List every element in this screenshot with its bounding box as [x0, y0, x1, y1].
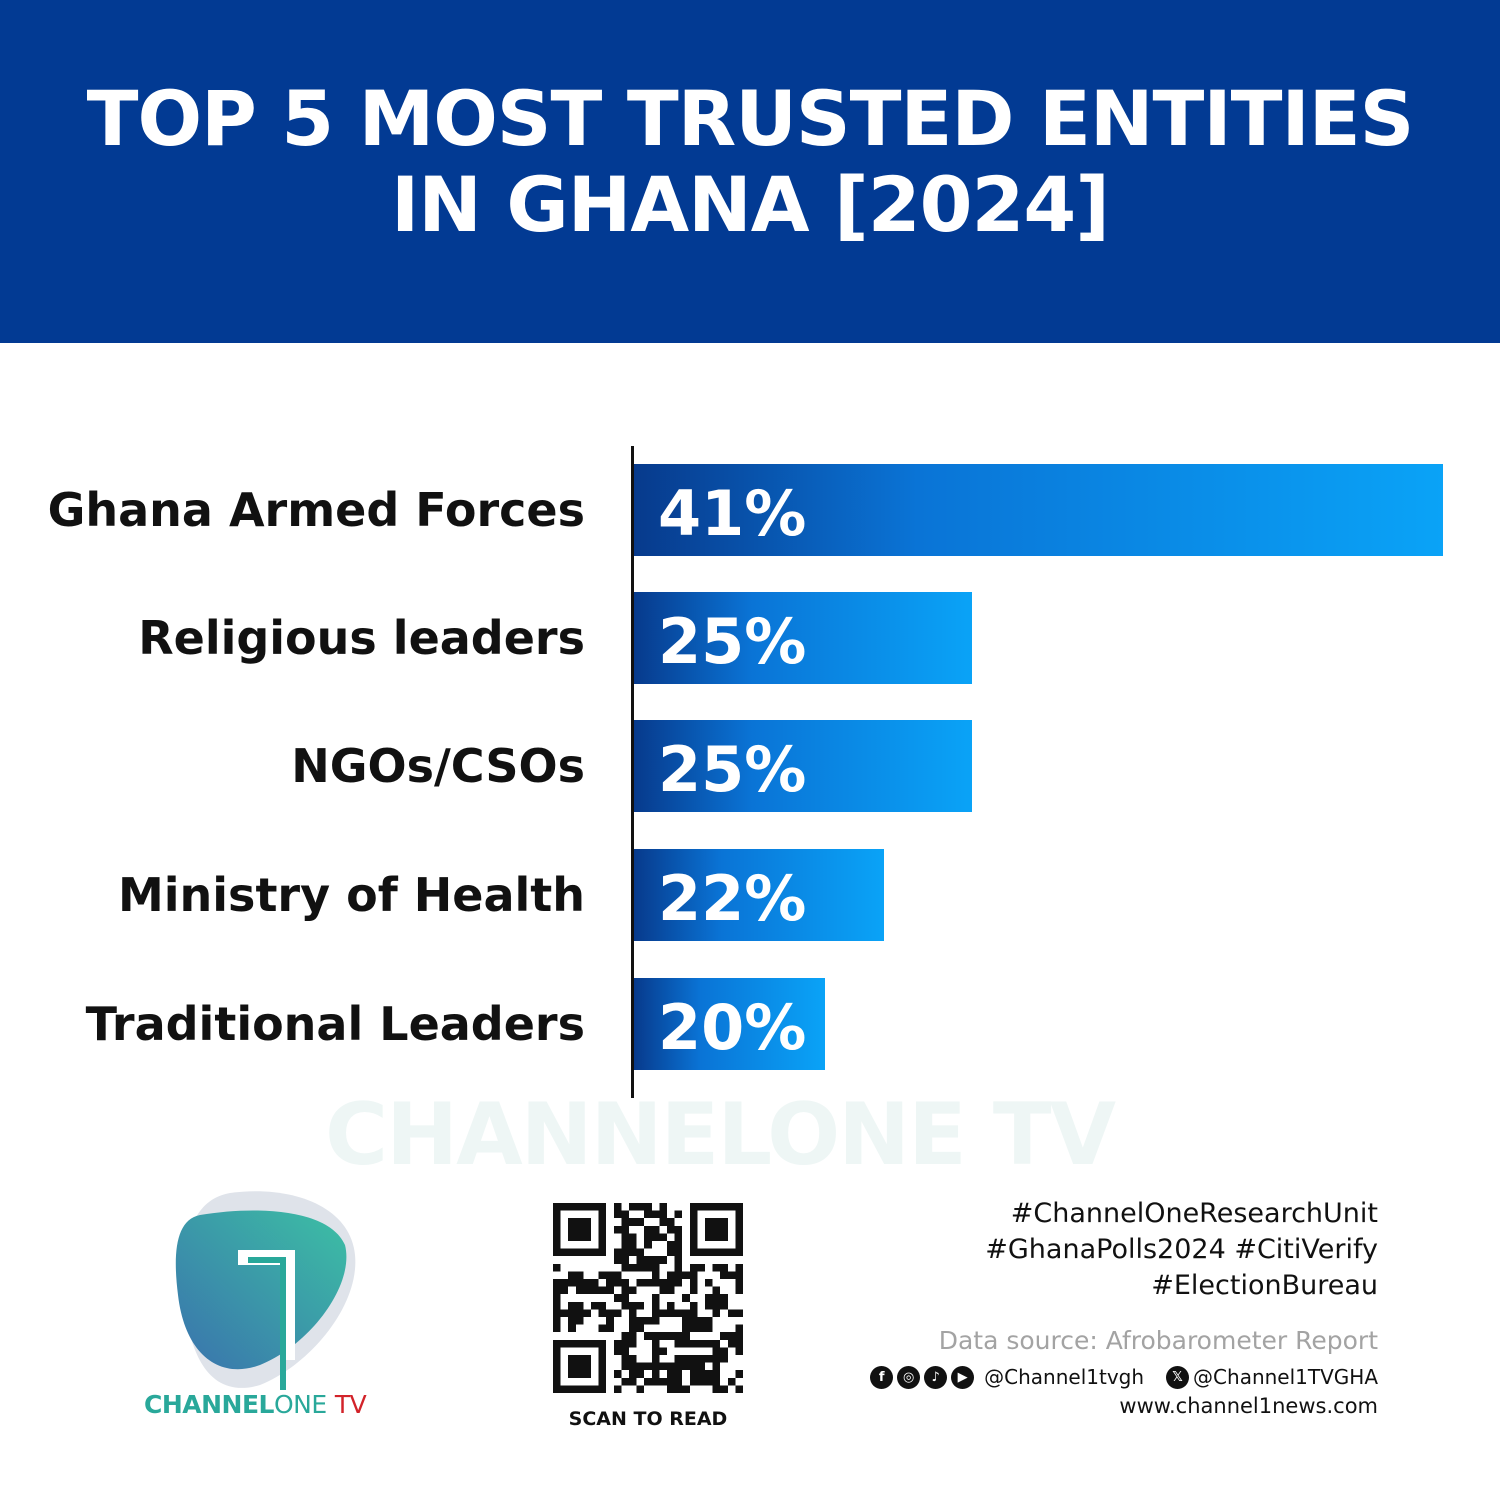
bar	[634, 464, 1443, 556]
title-line-2: IN GHANA [2024]	[390, 159, 1110, 249]
y-axis-line	[631, 446, 634, 1098]
watermark: CHANNELONE TV	[325, 1085, 1116, 1185]
footer-info: #ChannelOneResearchUnit #GhanaPolls2024 …	[870, 1196, 1378, 1418]
category-label: Ministry of Health	[118, 868, 585, 922]
social-handle[interactable]: @Channel1tvgh	[984, 1365, 1145, 1389]
qr-caption: SCAN TO READ	[568, 1408, 728, 1430]
value-label: 25%	[658, 605, 807, 678]
logo-wordmark: CHANNELONE TV	[144, 1390, 367, 1419]
facebook-icon[interactable]: f	[870, 1365, 894, 1389]
title-line-1: TOP 5 MOST TRUSTED ENTITIES	[86, 73, 1415, 163]
hashtag-line: #GhanaPolls2024 #CitiVerify	[985, 1234, 1378, 1265]
category-label: Ghana Armed Forces	[47, 483, 585, 537]
data-source: Data source: Afrobarometer Report	[938, 1326, 1378, 1355]
x-handle[interactable]: @Channel1TVGHA	[1193, 1365, 1378, 1389]
header-banner: TOP 5 MOST TRUSTED ENTITIES IN GHANA [20…	[0, 0, 1500, 343]
bar	[634, 720, 973, 812]
tiktok-icon[interactable]: ♪	[924, 1365, 948, 1389]
bar	[634, 849, 884, 941]
youtube-icon[interactable]: ▶	[951, 1365, 975, 1389]
bar-chart: Ghana Armed Forces 41% Religious leaders 25…	[0, 440, 1500, 1100]
x-icon[interactable]: 𝕏	[1166, 1365, 1190, 1389]
value-label: 41%	[658, 477, 807, 550]
category-label: Traditional Leaders	[85, 997, 585, 1051]
hashtag-line: #ChannelOneResearchUnit	[1010, 1198, 1378, 1229]
category-label: NGOs/CSOs	[291, 739, 585, 793]
social-row: f ◎ ♪ ▶ @Channel1tvgh 𝕏 @Channel1TVGHA	[870, 1362, 1378, 1392]
hashtag-line: #ElectionBureau	[1151, 1270, 1378, 1301]
category-label: Religious leaders	[138, 611, 585, 665]
website-link[interactable]: www.channel1news.com	[1119, 1394, 1378, 1418]
value-label: 20%	[658, 991, 807, 1064]
value-label: 22%	[658, 862, 807, 935]
channel-one-logo	[175, 1191, 356, 1390]
qr-code[interactable]	[553, 1203, 743, 1393]
bar	[634, 978, 826, 1070]
value-label: 25%	[658, 733, 807, 806]
bar	[634, 592, 973, 684]
instagram-icon[interactable]: ◎	[897, 1365, 921, 1389]
